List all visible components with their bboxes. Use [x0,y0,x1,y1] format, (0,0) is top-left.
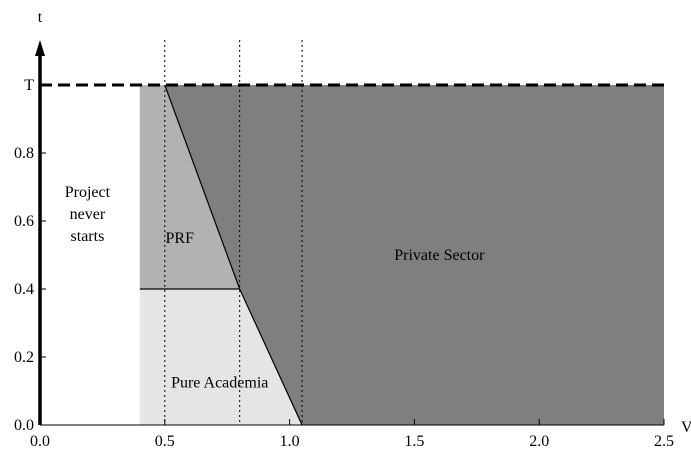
region-label-private-sector: Private Sector [394,247,485,264]
y-tick-label-2: 0.4 [14,281,34,298]
y-tick-label-4: 0.8 [14,145,34,162]
axes-layer [35,40,664,426]
x-axis-label: V [681,419,691,436]
y-tick-label-3: 0.6 [14,213,34,230]
y-axis-label: t [38,9,43,26]
region-label-line: PRF [166,230,195,247]
y-axis-arrowhead [35,40,45,56]
x-tick-label-5: 2.5 [654,433,674,450]
x-tick-label-3: 1.5 [404,433,424,450]
boundary-line-1 [164,84,241,290]
region-label-line: Project [65,184,111,201]
region-label-line: Private Sector [394,247,485,264]
region-labels-layer: Project never starts PRF Pure Academia Privat… [65,184,485,391]
region-label-line: never [70,206,106,223]
x-tick-label-1: 0.5 [155,433,175,450]
y-tick-label-5: T [24,77,34,94]
y-tick-label-1: 0.2 [14,349,34,366]
x-tick-label-2: 1.0 [280,433,300,450]
region-label-prf: PRF [166,230,195,247]
region-label-pure-academia: Pure Academia [171,375,268,392]
region-pure-academia [139,289,303,425]
boundary-line-2 [239,288,303,426]
region-label-project-never-starts: Project never starts [65,184,111,245]
dotted-verticals-layer [164,40,303,425]
region-label-line: starts [71,228,105,245]
ticks-layer: 0.0 0.5 1.0 1.5 2.0 2.5 0.0 0.2 0.4 0.6 0.8 T [14,77,674,450]
x-tick-label-4: 2.0 [529,433,549,450]
region-label-line: Pure Academia [171,375,268,392]
y-tick-label-0: 0.0 [14,417,34,434]
region-private-sector [164,85,665,425]
boundaries-layer [139,84,303,426]
x-tick-label-0: 0.0 [30,433,50,450]
regions-layer [40,85,665,425]
region-project-never-starts [40,85,140,425]
